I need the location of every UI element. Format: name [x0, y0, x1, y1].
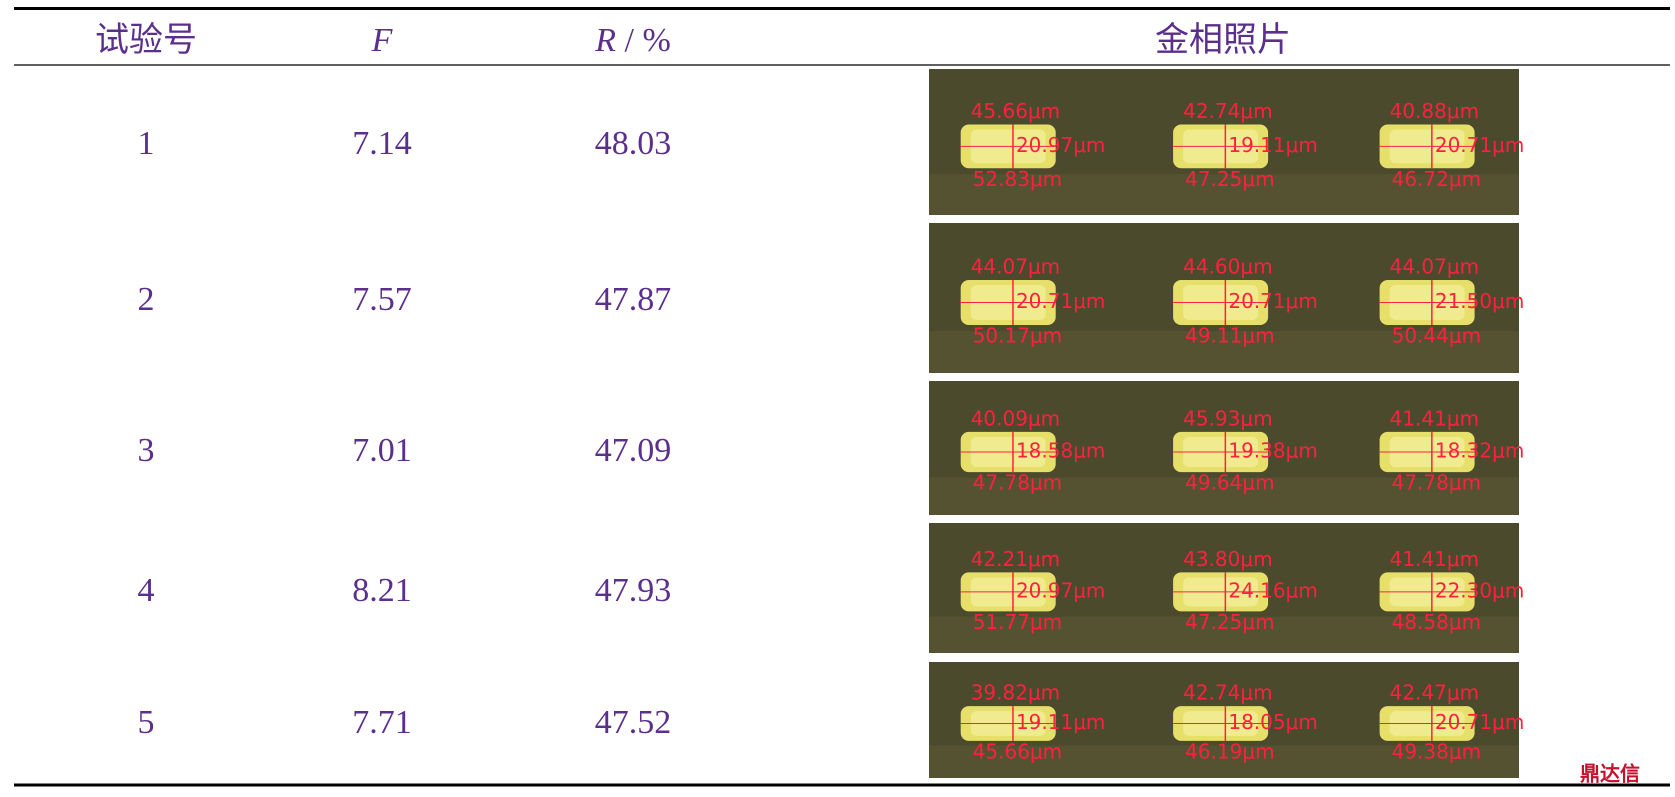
measure-top: 45.66μm: [971, 99, 1060, 123]
row-number: 2: [138, 281, 155, 318]
measure-height: 20.71μm: [1228, 289, 1317, 313]
measure-bottom: 49.38μm: [1392, 739, 1481, 763]
f-value: 8.21: [352, 572, 412, 609]
measure-bottom: 47.25μm: [1185, 167, 1274, 191]
measure-top: 40.09μm: [971, 406, 1060, 430]
measure-height: 18.05μm: [1228, 710, 1317, 734]
measure-top: 39.82μm: [971, 681, 1060, 705]
header-cell: F: [371, 22, 394, 59]
measure-top: 45.93μm: [1183, 406, 1272, 430]
measure-top: 44.60μm: [1183, 255, 1272, 279]
micrograph: 44.07μm 20.71μm 50.17μm 44.60μm 20.71μm 49.11…: [929, 223, 1524, 373]
f-value: 7.71: [352, 704, 412, 741]
measure-height: 22.30μm: [1435, 578, 1524, 602]
micrograph: 39.82μm 19.11μm 45.66μm 42.74μm 18.05μm 46.19…: [929, 662, 1524, 778]
photo-texture: [929, 174, 1519, 215]
measure-bottom: 50.17μm: [973, 324, 1062, 348]
measure-top: 40.88μm: [1390, 99, 1479, 123]
micrograph: 45.66μm 20.97μm 52.83μm 42.74μm 19.11μm 47.25…: [929, 69, 1524, 215]
f-value: 7.14: [352, 125, 412, 162]
measure-height: 21.50μm: [1435, 289, 1524, 313]
r-value: 47.93: [595, 572, 672, 609]
measure-top: 42.47μm: [1390, 681, 1479, 705]
r-value: 47.52: [595, 704, 672, 741]
measure-top: 42.74μm: [1183, 681, 1272, 705]
measure-bottom: 47.78μm: [1392, 471, 1481, 495]
measure-bottom: 49.64μm: [1185, 471, 1274, 495]
row-number: 3: [138, 432, 155, 469]
measure-height: 20.97μm: [1016, 133, 1105, 157]
measure-bottom: 47.78μm: [973, 471, 1062, 495]
measure-height: 19.11μm: [1228, 133, 1317, 157]
measure-bottom: 50.44μm: [1392, 324, 1481, 348]
measure-bottom: 51.77μm: [973, 610, 1062, 634]
header-symbol: R: [594, 22, 616, 59]
measure-height: 19.11μm: [1016, 710, 1105, 734]
micrograph: 40.09μm 18.58μm 47.78μm 45.93μm 19.38μm 49.64…: [929, 381, 1524, 515]
measure-bottom: 46.19μm: [1185, 739, 1274, 763]
measure-top: 44.07μm: [971, 255, 1060, 279]
measure-height: 18.58μm: [1016, 439, 1105, 463]
measure-bottom: 45.66μm: [973, 739, 1062, 763]
photo-texture: [929, 331, 1519, 373]
header-cell: R / %: [594, 22, 671, 59]
measure-bottom: 48.58μm: [1392, 610, 1481, 634]
f-value: 7.57: [352, 281, 412, 318]
measure-top: 41.41μm: [1390, 547, 1479, 571]
measure-bottom: 52.83μm: [973, 167, 1062, 191]
r-value: 47.87: [595, 281, 672, 318]
row-number: 5: [138, 704, 155, 741]
measure-top: 41.41μm: [1390, 406, 1479, 430]
measure-height: 24.16μm: [1228, 578, 1317, 602]
header-unit: / %: [625, 22, 671, 59]
photo-texture: [929, 745, 1519, 778]
row-number: 4: [138, 572, 155, 609]
watermark: 鼎达信: [1580, 762, 1640, 786]
measure-height: 18.32μm: [1435, 439, 1524, 463]
measure-height: 20.71μm: [1435, 133, 1524, 157]
micrograph: 42.21μm 20.97μm 51.77μm 43.80μm 24.16μm 47.25…: [929, 523, 1524, 653]
f-value: 7.01: [352, 432, 412, 469]
measure-height: 20.97μm: [1016, 578, 1105, 602]
measure-bottom: 46.72μm: [1392, 167, 1481, 191]
row-number: 1: [138, 125, 155, 162]
measure-bottom: 49.11μm: [1185, 324, 1274, 348]
r-value: 47.09: [595, 432, 672, 469]
header-cell: 金相照片: [1155, 21, 1291, 59]
measure-top: 44.07μm: [1390, 255, 1479, 279]
measure-top: 42.74μm: [1183, 99, 1272, 123]
measure-height: 19.38μm: [1228, 439, 1317, 463]
measure-height: 20.71μm: [1435, 710, 1524, 734]
photo-texture: [929, 477, 1519, 515]
r-value: 48.03: [595, 125, 672, 162]
measure-top: 43.80μm: [1183, 547, 1272, 571]
measure-height: 20.71μm: [1016, 289, 1105, 313]
measure-bottom: 47.25μm: [1185, 610, 1274, 634]
header-cell: 试验号: [95, 21, 197, 59]
measure-top: 42.21μm: [971, 547, 1060, 571]
photo-texture: [929, 616, 1519, 653]
